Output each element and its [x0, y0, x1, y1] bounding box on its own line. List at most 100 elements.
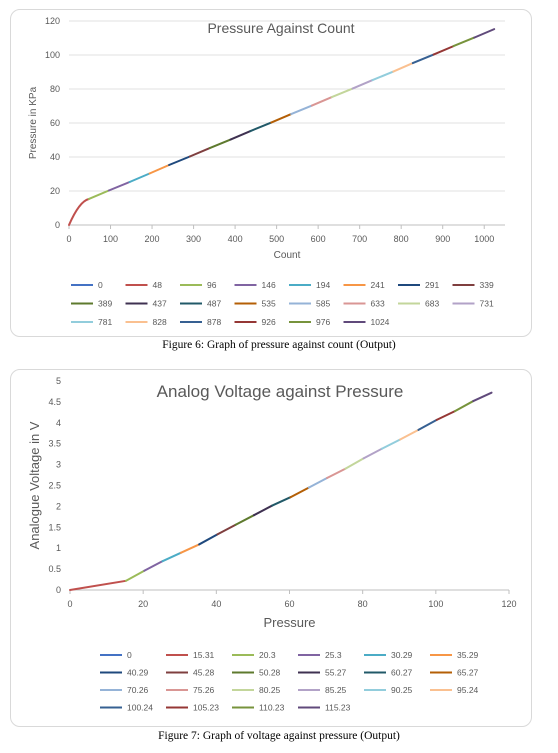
- y-tick-label: 0.5: [48, 564, 61, 574]
- y-axis-label: Analogue Voltage in V: [27, 421, 42, 549]
- series-line-segment: [472, 391, 493, 403]
- y-tick-label: 60: [50, 118, 60, 128]
- series-line-segment: [128, 172, 151, 183]
- legend-label: 976: [316, 317, 330, 327]
- series-line-segment: [252, 504, 274, 517]
- voltage-pressure-chart-svg: 0 0.5 1 1.5 2 2.5 3 3.5 4 4.5 5 0 20 40 60 80 100 120 Anal…: [27, 376, 517, 713]
- legend-label: 0: [127, 650, 132, 660]
- y-tick-label: 4: [56, 418, 61, 428]
- series-line-segment: [326, 467, 347, 479]
- y-tick-label: 20: [50, 186, 60, 196]
- legend-label: 25.3: [325, 650, 342, 660]
- legend-label: 781: [98, 317, 112, 327]
- x-axis-label: Count: [274, 250, 301, 261]
- y-tick-label: 4.5: [48, 397, 61, 407]
- series-line-segment: [473, 28, 496, 39]
- series-line-segment: [307, 476, 329, 489]
- y-tick-label: 0: [55, 220, 60, 230]
- series-line-segment: [179, 543, 201, 554]
- legend-label: 241: [371, 280, 385, 290]
- series-line-segment: [330, 87, 354, 99]
- legend-label: 70.26: [127, 685, 149, 695]
- y-tick-label: 2: [56, 501, 61, 511]
- series-line-segment: [148, 164, 171, 175]
- legend-label: 60.27: [391, 668, 413, 678]
- y-tick-label: 1.5: [48, 522, 61, 532]
- series-line-segment: [168, 155, 191, 167]
- x-tick-label: 900: [435, 234, 450, 244]
- y-tick-label: 2.5: [48, 481, 61, 491]
- legend-label: 194: [316, 280, 330, 290]
- x-tick-label: 80: [358, 599, 368, 609]
- series-line-segment: [417, 418, 438, 431]
- legend-label: 1024: [371, 317, 390, 327]
- legend-label: 20.3: [259, 650, 276, 660]
- legend-label: 15.31: [193, 650, 215, 660]
- x-axis-label: Pressure: [263, 615, 315, 630]
- x-tick-label: 500: [269, 234, 284, 244]
- x-tick-label: 0: [67, 599, 72, 609]
- series-line-segment: [371, 70, 395, 82]
- x-tick-label: 400: [228, 234, 243, 244]
- series-line-segment: [125, 569, 146, 582]
- pressure-count-chart: 0 20 40 60 80 100 120 0 100 200 300 400 500 600 700 800…: [10, 9, 532, 337]
- chart-title: Analog Voltage against Pressure: [157, 382, 404, 401]
- series-line-segment: [270, 113, 293, 124]
- x-tick-label: 600: [311, 234, 326, 244]
- x-tick-label: 700: [352, 234, 367, 244]
- x-tick-label: 300: [186, 234, 201, 244]
- x-tick-label: 60: [284, 599, 294, 609]
- series-line-segment: [229, 130, 252, 141]
- series-line-segment: [411, 53, 435, 65]
- x-tick-label: 40: [211, 599, 221, 609]
- y-tick-label: 80: [50, 84, 60, 94]
- series-line-segment: [392, 62, 414, 73]
- series-line-segment: [399, 428, 420, 441]
- legend-label: 40.29: [127, 668, 149, 678]
- series-line-segment: [161, 551, 182, 563]
- series-line-segment: [249, 121, 273, 133]
- y-tick-label: 40: [50, 152, 60, 162]
- x-tick-label: 20: [138, 599, 148, 609]
- series-line-segment: [351, 79, 374, 90]
- x-tick-label: 100: [103, 234, 118, 244]
- series-line-segment: [208, 138, 232, 150]
- series-line-segment: [234, 514, 255, 526]
- y-tick-label: 1: [56, 543, 61, 553]
- legend-label: 487: [207, 299, 221, 309]
- series-line-segment: [432, 45, 455, 56]
- legend-label: 85.25: [325, 685, 347, 695]
- x-tick-label: 1000: [474, 234, 494, 244]
- series-line-segment: [188, 147, 211, 158]
- legend-label: 585: [316, 299, 330, 309]
- legend-label: 110.23: [259, 703, 285, 713]
- legend-label: 731: [480, 299, 494, 309]
- figure-6-caption: Figure 6: Graph of pressure against coun…: [162, 339, 396, 351]
- series-line-segment: [289, 486, 310, 499]
- legend-label: 100.24: [127, 703, 153, 713]
- legend-label: 45.28: [193, 668, 215, 678]
- legend-label: 146: [262, 280, 276, 290]
- legend-label: 339: [480, 280, 494, 290]
- pressure-count-chart-svg: 0 20 40 60 80 100 120 0 100 200 300 400 500 600 700 800…: [28, 16, 505, 327]
- legend-label: 291: [425, 280, 439, 290]
- series-line-segment: [310, 96, 333, 107]
- x-tick-label: 100: [428, 599, 443, 609]
- legend-label: 0: [98, 280, 103, 290]
- y-tick-label: 100: [45, 50, 60, 60]
- series-line-segment: [380, 438, 402, 450]
- legend-label: 48: [153, 280, 163, 290]
- series-line-segment: [290, 104, 313, 116]
- legend-label: 50.28: [259, 668, 281, 678]
- series-line-segment: [271, 496, 292, 507]
- y-tick-label: 0: [56, 585, 61, 595]
- legend-label: 30.29: [391, 650, 413, 660]
- legend-label: 535: [262, 299, 276, 309]
- series-line-segment: [216, 523, 237, 536]
- legend-label: 95.24: [457, 685, 479, 695]
- legend-label: 683: [425, 299, 439, 309]
- legend-label: 105.23: [193, 703, 219, 713]
- series-line-segment: [453, 400, 475, 413]
- series-line-segment: [69, 579, 128, 591]
- series-line-segment: [107, 180, 131, 192]
